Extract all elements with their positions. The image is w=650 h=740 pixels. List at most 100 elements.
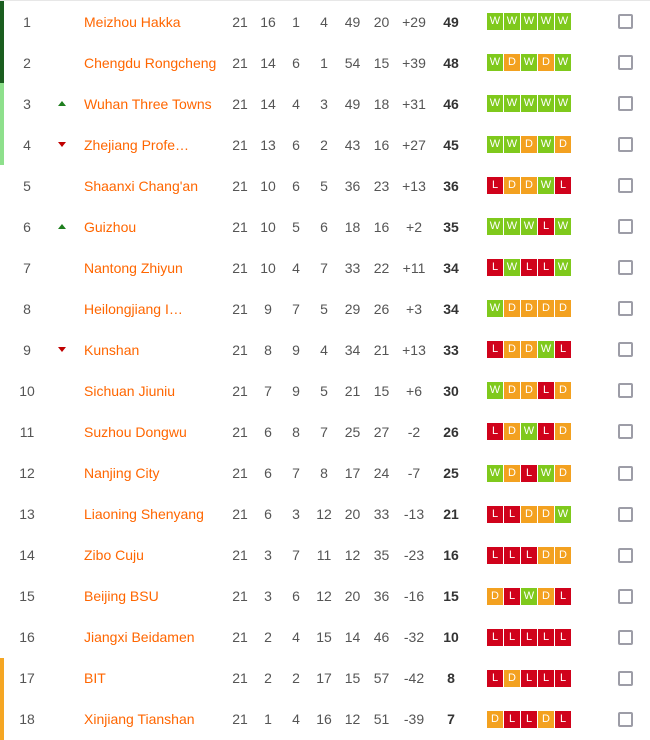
- goals-against: 16: [373, 218, 390, 235]
- favorite-checkbox[interactable]: [618, 547, 633, 563]
- team-name-link[interactable]: Heilongjiang I…: [84, 300, 183, 317]
- team-name-link[interactable]: Nantong Zhiyun: [84, 259, 183, 276]
- team-name-link[interactable]: Meizhou Hakka: [84, 13, 181, 30]
- zone-stripe: [0, 657, 4, 699]
- form-badge: W: [504, 218, 520, 236]
- form-badge: W: [555, 259, 571, 277]
- matches-played: 21: [232, 54, 248, 71]
- form-badge: W: [487, 218, 503, 236]
- favorite-checkbox[interactable]: [618, 55, 633, 71]
- goal-difference: -42: [403, 670, 425, 687]
- rank-number: 10: [19, 382, 35, 399]
- team-name-link[interactable]: Shaanxi Chang'an: [84, 177, 198, 194]
- favorite-checkbox[interactable]: [618, 465, 633, 481]
- favorite-checkbox[interactable]: [618, 219, 633, 235]
- team-name-link[interactable]: Liaoning Shenyang: [84, 506, 204, 523]
- zone-stripe: [0, 247, 4, 288]
- points-total: 16: [443, 547, 459, 564]
- team-name-link[interactable]: Xinjiang Tianshan: [84, 711, 195, 728]
- points-total: 7: [447, 711, 455, 728]
- form-badge: W: [538, 95, 554, 113]
- rank-number: 11: [19, 423, 35, 440]
- draws-count: 9: [292, 341, 300, 358]
- team-name-link[interactable]: Suzhou Dongwu: [84, 423, 187, 440]
- matches-played: 21: [232, 177, 248, 194]
- rank-number: 3: [23, 95, 31, 112]
- wins-count: 7: [264, 382, 272, 399]
- favorite-checkbox[interactable]: [618, 178, 633, 194]
- favorite-checkbox[interactable]: [618, 137, 633, 153]
- matches-played: 21: [232, 218, 248, 235]
- form-badge: L: [521, 710, 537, 728]
- form-badge: W: [555, 505, 571, 523]
- table-row: 7 Nantong Zhiyun 21 10 4 7 33 22 +11 34 …: [0, 247, 650, 288]
- matches-played: 21: [232, 300, 248, 317]
- goal-difference: +13: [402, 341, 426, 358]
- form-badge: L: [521, 628, 537, 646]
- team-name-link[interactable]: Beijing BSU: [84, 588, 159, 605]
- goals-for: 29: [344, 300, 361, 317]
- form-badge: D: [521, 341, 537, 359]
- form-badge: D: [487, 587, 503, 605]
- draws-count: 5: [292, 218, 300, 235]
- favorite-checkbox[interactable]: [618, 588, 633, 604]
- favorite-checkbox[interactable]: [618, 14, 633, 30]
- draws-count: 4: [292, 629, 300, 646]
- team-name-link[interactable]: Sichuan Jiuniu: [84, 382, 176, 399]
- team-name-link[interactable]: Zhejiang Profe…: [84, 136, 190, 153]
- goals-against: 33: [373, 506, 390, 523]
- favorite-checkbox[interactable]: [618, 342, 633, 358]
- form-badge: W: [538, 136, 554, 154]
- team-name-link[interactable]: BIT: [84, 670, 106, 687]
- draws-count: 4: [292, 95, 300, 112]
- form-badge: W: [487, 136, 503, 154]
- draws-count: 9: [292, 382, 300, 399]
- rank-down-icon: [58, 142, 66, 148]
- team-name-link[interactable]: Jiangxi Beidamen: [84, 629, 195, 646]
- team-name-link[interactable]: Wuhan Three Towns: [84, 95, 212, 112]
- favorite-checkbox[interactable]: [618, 424, 633, 440]
- form-badge: L: [504, 505, 520, 523]
- goals-against: 35: [373, 547, 390, 564]
- losses-count: 2: [320, 136, 328, 153]
- matches-played: 21: [232, 136, 248, 153]
- rank-movement-slot: [40, 101, 84, 107]
- team-name-link[interactable]: Nanjing City: [84, 465, 160, 482]
- rank-number: 1: [23, 13, 31, 30]
- team-name-link[interactable]: Zibo Cuju: [84, 547, 144, 564]
- favorite-checkbox[interactable]: [618, 629, 633, 645]
- favorite-checkbox[interactable]: [618, 301, 633, 317]
- draws-count: 4: [292, 259, 300, 276]
- wins-count: 10: [260, 259, 276, 276]
- wins-count: 2: [264, 670, 272, 687]
- losses-count: 8: [320, 465, 328, 482]
- form-badge: W: [521, 423, 537, 441]
- points-total: 49: [443, 13, 459, 30]
- matches-played: 21: [232, 341, 248, 358]
- goals-for: 21: [344, 382, 361, 399]
- losses-count: 4: [320, 341, 328, 358]
- favorite-checkbox[interactable]: [618, 670, 633, 686]
- goals-for: 12: [344, 547, 361, 564]
- rank-number: 14: [19, 547, 35, 564]
- favorite-checkbox[interactable]: [618, 711, 633, 727]
- wins-count: 10: [260, 218, 276, 235]
- form-badge: W: [538, 13, 554, 31]
- team-name-link[interactable]: Guizhou: [84, 218, 137, 235]
- table-row: 13 Liaoning Shenyang 21 6 3 12 20 33 -13…: [0, 494, 650, 535]
- team-name-link[interactable]: Chengdu Rongcheng: [84, 54, 217, 71]
- favorite-checkbox[interactable]: [618, 260, 633, 276]
- points-total: 48: [443, 54, 459, 71]
- favorite-checkbox[interactable]: [618, 96, 633, 112]
- goal-difference: -23: [403, 547, 425, 564]
- zone-stripe: [0, 370, 4, 411]
- team-name-link[interactable]: Kunshan: [84, 341, 140, 358]
- draws-count: 6: [292, 177, 300, 194]
- favorite-checkbox[interactable]: [618, 383, 633, 399]
- losses-count: 1: [320, 54, 328, 71]
- favorite-checkbox[interactable]: [618, 506, 633, 522]
